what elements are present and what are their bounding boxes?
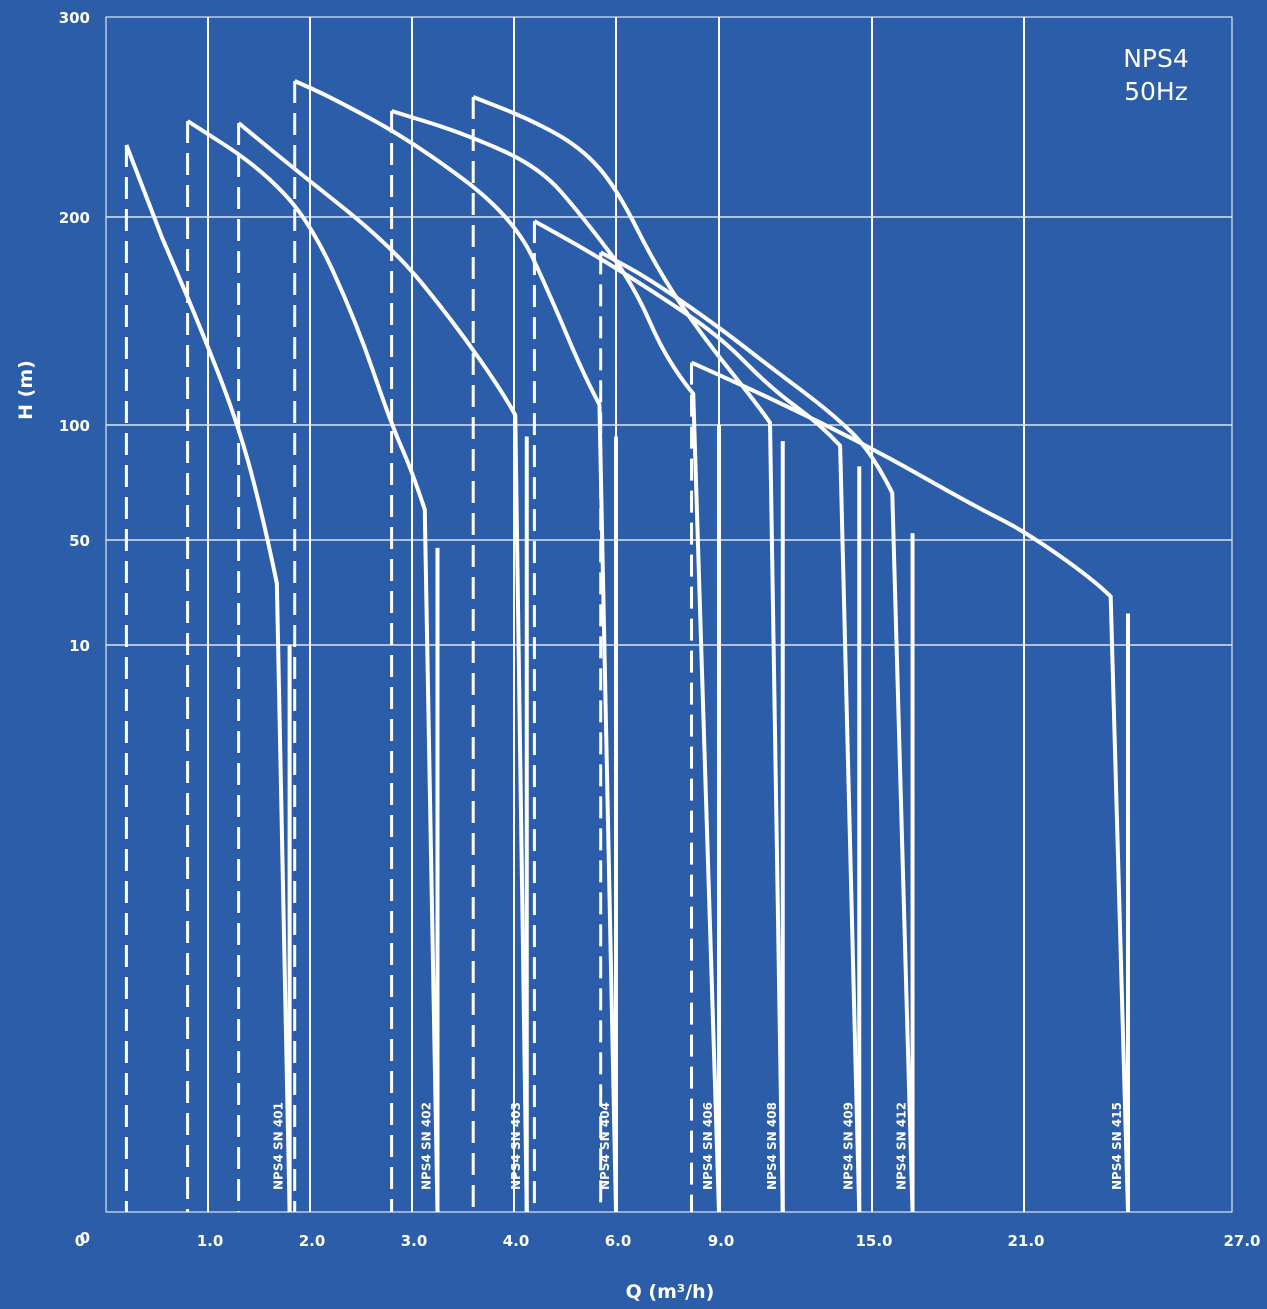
grid-layer [105,16,1233,1213]
model-label-nps4-sn-415: NPS4 SN 415 [1110,1102,1124,1190]
x-tick-label: 9.0 [708,1232,735,1250]
plot-frame [105,16,1233,1213]
y-tick-label: 10 [69,637,90,655]
y-axis-title: H (m) [15,360,37,420]
model-label-nps4-sn-406: NPS4 SN 406 [701,1102,715,1190]
curve-nps4-sn-402 [186,119,440,1213]
x-axis-title: Q (m³/h) [626,1281,715,1303]
model-label-nps4-sn-408: NPS4 SN 408 [765,1102,779,1190]
model-label-nps4-sn-403: NPS4 SN 403 [509,1102,523,1190]
y-tick-label: 300 [59,9,90,27]
curve-nps4-sn-412 [599,250,915,1213]
y-tick-label: 50 [69,532,90,550]
model-label-nps4-sn-404: NPS4 SN 404 [598,1102,612,1190]
curve-layer [124,79,1130,1213]
y-tick-label: 0 [80,1229,90,1247]
x-tick-label: 27.0 [1223,1232,1260,1250]
model-label-nps4-sn-412: NPS4 SN 412 [895,1102,909,1190]
curve-nps4-sn-401 [124,144,292,1213]
curve-nps4-sn-404 [293,79,618,1213]
x-tick-label: 15.0 [855,1232,892,1250]
curve-nps4-sn-403 [237,121,529,1213]
curve-nps4-sn-408 [472,95,785,1213]
curve-nps4-sn-415 [690,360,1130,1213]
y-tick-label: 200 [59,209,90,227]
x-tick-label: 3.0 [401,1232,428,1250]
model-label-nps4-sn-402: NPS4 SN 402 [420,1102,434,1190]
x-tick-label: 0 [75,1232,85,1250]
chart-title: NPS4 [1123,44,1189,73]
chart-subtitle: 50Hz [1124,77,1188,106]
x-tick-label: 21.0 [1007,1232,1044,1250]
x-tick-label: 1.0 [197,1232,224,1250]
x-tick-label: 6.0 [605,1232,632,1250]
x-tick-label: 2.0 [299,1232,326,1250]
curve-nps4-sn-409 [533,219,862,1213]
y-tick-label: 100 [59,417,90,435]
x-tick-label: 4.0 [503,1232,530,1250]
model-label-nps4-sn-401: NPS4 SN 401 [272,1102,286,1190]
model-label-nps4-sn-409: NPS4 SN 409 [841,1102,855,1190]
label-layer: 0 1.0 2.0 3.0 4.0 6.0 9.0 15.0 21.0 27.0 0 10 50 100 2… [59,9,1261,1250]
curve-nps4-sn-406 [391,109,721,1213]
